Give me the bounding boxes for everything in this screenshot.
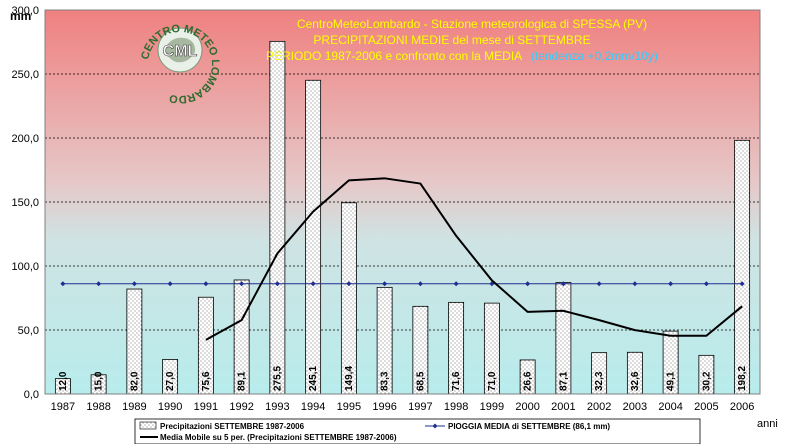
average-point <box>453 281 459 287</box>
bar <box>305 79 322 395</box>
bar-data-label: 30,2 <box>701 371 712 391</box>
x-tick-label: 1994 <box>301 401 325 413</box>
bar-data-label: 82,0 <box>129 371 140 391</box>
average-point <box>596 281 602 287</box>
y-tick-label: 300,0 <box>11 5 39 17</box>
x-tick-label: 1987 <box>51 401 75 413</box>
legend-label-average: PIOGGIA MEDIA di SETTEMBRE (86,1 mm) <box>448 422 610 431</box>
bar-data-label: 71,6 <box>451 371 462 391</box>
y-tick-label: 100,0 <box>11 261 39 273</box>
average-point <box>96 281 102 287</box>
x-axis-label: anni <box>757 418 778 430</box>
y-tick-label: 200,0 <box>11 133 39 145</box>
bar <box>269 40 286 395</box>
trend-note: (tendenza +0,2mm/10y) <box>531 49 658 63</box>
chart-title: CentroMeteoLombardo - Stazione meteorolo… <box>266 17 658 63</box>
y-axis-ticks: 0,0 50,0 100,0 150,0 200,0 250,0 300,0 <box>11 5 39 401</box>
title-line-2: PRECIPITAZIONI MEDIE del mese di SETTEMB… <box>313 33 590 47</box>
y-tick-label: 0,0 <box>24 389 39 401</box>
average-point <box>382 281 388 287</box>
bar-data-label: 83,3 <box>380 371 391 391</box>
x-tick-label: 2000 <box>515 401 539 413</box>
legend-box <box>134 418 701 444</box>
bar-data-label: 275,5 <box>272 366 283 391</box>
x-tick-label: 1997 <box>408 401 432 413</box>
logo-map-icon <box>165 37 196 63</box>
bar-data-label: 15,0 <box>94 371 105 391</box>
title-line-3-main: PERIODO 1987-2006 e confronto con la MED… <box>266 49 522 63</box>
legend: Precipitazioni SETTEMBRE 1987-2006 PIOGG… <box>134 418 701 444</box>
x-tick-label: 1998 <box>444 401 468 413</box>
bar-data-label: 12,0 <box>58 371 69 391</box>
average-point <box>703 281 709 287</box>
average-point <box>739 281 745 287</box>
legend-label-bars: Precipitazioni SETTEMBRE 1987-2006 <box>160 422 305 431</box>
average-point <box>525 281 531 287</box>
x-axis-ticks: 1987 1988 1989 1990 1991 1992 1993 1994 1995 1996… <box>51 401 755 413</box>
bar <box>734 139 751 395</box>
legend-average-marker <box>432 423 438 429</box>
average-point <box>417 281 423 287</box>
x-tick-label: 1988 <box>86 401 110 413</box>
title-line-1: CentroMeteoLombardo - Stazione meteorolo… <box>297 17 647 31</box>
legend-label-moving: Media Mobile su 5 per. (Precipitazioni S… <box>160 433 397 442</box>
moving-average-line <box>205 177 743 341</box>
bar-data-label: 32,6 <box>630 371 641 391</box>
average-point <box>346 281 352 287</box>
x-tick-label: 1996 <box>372 401 396 413</box>
y-tick-label: 50,0 <box>18 325 39 337</box>
bar-data-label: 27,0 <box>165 371 176 391</box>
y-tick-label: 150,0 <box>11 197 39 209</box>
moving-average-series <box>205 177 743 341</box>
x-tick-label: 1993 <box>265 401 289 413</box>
bar-data-labels: 12,0 15,0 82,0 27,0 75,6 89,1 275,5 245,1 149,4 8… <box>58 366 748 391</box>
bar-data-label: 49,1 <box>666 371 677 391</box>
x-tick-label: 1995 <box>337 401 361 413</box>
average-line-series <box>60 281 745 287</box>
x-tick-label: 1990 <box>158 401 182 413</box>
x-tick-label: 2001 <box>551 401 575 413</box>
x-tick-label: 2002 <box>587 401 611 413</box>
bar-data-label: 68,5 <box>415 371 426 391</box>
bar-data-label: 71,0 <box>487 371 498 391</box>
logo-badge: CML <box>163 43 198 60</box>
y-axis-label: mm <box>10 9 31 23</box>
bar-data-label: 149,4 <box>344 366 355 391</box>
y-tick-label: 250,0 <box>11 69 39 81</box>
average-point <box>167 281 173 287</box>
bar-data-label: 198,2 <box>737 366 748 391</box>
x-tick-label: 1999 <box>480 401 504 413</box>
average-point <box>131 281 137 287</box>
average-point <box>60 281 66 287</box>
average-point <box>239 281 245 287</box>
average-point <box>203 281 209 287</box>
bar-data-label: 89,1 <box>237 371 248 391</box>
x-tick-label: 2004 <box>658 401 682 413</box>
x-tick-label: 2005 <box>694 401 718 413</box>
x-tick-label: 2006 <box>730 401 754 413</box>
bar-data-label: 87,1 <box>558 371 569 391</box>
average-point <box>274 281 280 287</box>
bar-data-label: 75,6 <box>201 371 212 391</box>
x-tick-label: 2003 <box>623 401 647 413</box>
x-tick-label: 1989 <box>122 401 146 413</box>
average-point <box>560 281 566 287</box>
average-point <box>310 281 316 287</box>
average-point <box>632 281 638 287</box>
plot-border <box>44 9 761 395</box>
bar-data-label: 32,3 <box>594 371 605 391</box>
x-tick-label: 1992 <box>229 401 253 413</box>
x-tick-label: 1991 <box>194 401 218 413</box>
title-line-3: PERIODO 1987-2006 e confronto con la MED… <box>266 49 658 63</box>
bar <box>340 202 357 395</box>
bar-data-label: 26,6 <box>523 371 534 391</box>
legend-swatch-bars <box>139 421 157 430</box>
average-point <box>668 281 674 287</box>
bar-data-label: 245,1 <box>308 366 319 391</box>
